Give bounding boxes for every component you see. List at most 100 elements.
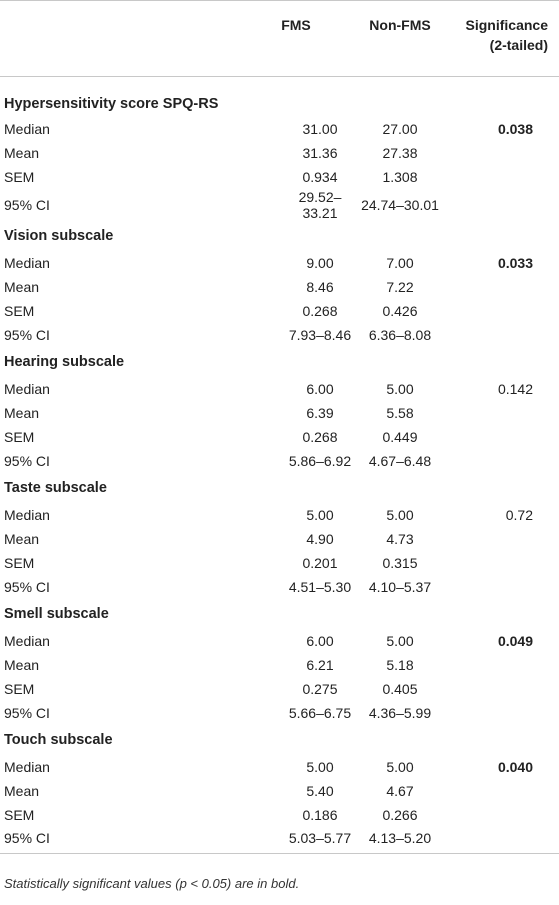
table-body: Hypersensitivity score SPQ-RS Median 31.00… bbox=[0, 77, 559, 854]
row-label: Mean bbox=[4, 278, 40, 295]
significance-value bbox=[446, 779, 559, 803]
fms-value: 0.268 bbox=[302, 428, 338, 445]
table-row: Mean 4.90 4.73 bbox=[0, 527, 559, 551]
row-label: Mean bbox=[4, 404, 40, 421]
table-row: 95% CI 5.66–6.75 4.36–5.99 bbox=[0, 701, 559, 725]
table-row: SEM 0.201 0.315 bbox=[0, 551, 559, 575]
non-fms-value: 7.00 bbox=[386, 254, 414, 271]
significance-value bbox=[446, 551, 559, 575]
section-header-row: Taste subscale bbox=[0, 473, 559, 503]
significance-value bbox=[446, 189, 559, 221]
non-fms-value: 7.22 bbox=[386, 278, 414, 295]
row-label: SEM bbox=[4, 806, 35, 823]
non-fms-value: 4.36–5.99 bbox=[368, 704, 432, 721]
table-row: 95% CI 29.52–33.21 24.74–30.01 bbox=[0, 189, 559, 221]
significance-value bbox=[446, 527, 559, 551]
table-row: Median 31.00 27.00 0.038 bbox=[0, 117, 559, 141]
row-label: Median bbox=[4, 120, 50, 137]
non-fms-value: 5.00 bbox=[386, 506, 414, 523]
row-label: SEM bbox=[4, 168, 35, 185]
table-row: SEM 0.186 0.266 bbox=[0, 803, 559, 827]
row-label: Mean bbox=[4, 782, 40, 799]
non-fms-value: 4.67 bbox=[386, 782, 414, 799]
table-row: Median 6.00 5.00 0.142 bbox=[0, 377, 559, 401]
fms-value: 0.186 bbox=[302, 806, 338, 823]
significance-value: 0.038 bbox=[497, 120, 533, 137]
non-fms-value: 4.67–6.48 bbox=[368, 452, 432, 469]
table-row: SEM 0.934 1.308 bbox=[0, 165, 559, 189]
non-fms-value: 0.315 bbox=[382, 554, 418, 571]
significance-value bbox=[446, 449, 559, 473]
significance-value bbox=[446, 401, 559, 425]
row-label: Mean bbox=[4, 656, 40, 673]
table-row: Mean 8.46 7.22 bbox=[0, 275, 559, 299]
significance-value bbox=[446, 425, 559, 449]
table-row: Median 5.00 5.00 0.72 bbox=[0, 503, 559, 527]
significance-value: 0.72 bbox=[505, 506, 533, 523]
non-fms-value: 0.426 bbox=[382, 302, 418, 319]
row-label: SEM bbox=[4, 680, 35, 697]
row-label: Mean bbox=[4, 530, 40, 547]
significance-value bbox=[446, 575, 559, 599]
non-fms-value: 27.38 bbox=[382, 144, 418, 161]
row-label: Median bbox=[4, 506, 50, 523]
fms-value: 6.00 bbox=[306, 632, 334, 649]
non-fms-value: 4.10–5.37 bbox=[368, 578, 432, 595]
non-fms-value: 0.405 bbox=[382, 680, 418, 697]
significance-value: 0.049 bbox=[497, 632, 533, 649]
fms-value: 5.00 bbox=[306, 758, 334, 775]
non-fms-value: 0.266 bbox=[382, 806, 418, 823]
fms-value: 5.03–5.77 bbox=[238, 826, 354, 854]
fms-value: 5.40 bbox=[306, 782, 334, 799]
fms-value: 5.66–6.75 bbox=[288, 704, 352, 721]
significance-value bbox=[446, 826, 559, 854]
row-label: 95% CI bbox=[4, 578, 50, 595]
row-label: SEM bbox=[4, 554, 35, 571]
fms-value: 29.52–33.21 bbox=[298, 188, 342, 221]
significance-value bbox=[446, 275, 559, 299]
row-label: 95% CI bbox=[4, 704, 50, 721]
row-label: Median bbox=[4, 254, 50, 271]
significance-value: 0.142 bbox=[497, 380, 533, 397]
section-title: Hearing subscale bbox=[4, 353, 125, 370]
row-label: 95% CI bbox=[4, 196, 50, 213]
table-row: 95% CI 4.51–5.30 4.10–5.37 bbox=[0, 575, 559, 599]
fms-value: 0.275 bbox=[302, 680, 338, 697]
fms-value: 31.36 bbox=[302, 144, 338, 161]
non-fms-value: 5.00 bbox=[386, 632, 414, 649]
row-label: Median bbox=[4, 380, 50, 397]
header-significance: Significance (2-tailed) bbox=[446, 0, 559, 77]
non-fms-value: 5.18 bbox=[386, 656, 414, 673]
non-fms-value: 6.36–8.08 bbox=[368, 326, 432, 343]
fms-value: 6.21 bbox=[306, 656, 334, 673]
table-row: 95% CI 5.86–6.92 4.67–6.48 bbox=[0, 449, 559, 473]
header-label bbox=[0, 0, 238, 77]
section-title: Smell subscale bbox=[4, 605, 109, 622]
non-fms-value: 0.449 bbox=[382, 428, 418, 445]
row-label: SEM bbox=[4, 428, 35, 445]
section-title: Taste subscale bbox=[4, 479, 107, 496]
non-fms-value: 5.00 bbox=[386, 758, 414, 775]
non-fms-value: 4.73 bbox=[386, 530, 414, 547]
non-fms-value: 24.74–30.01 bbox=[361, 196, 439, 213]
significance-value: 0.033 bbox=[497, 254, 533, 271]
non-fms-value: 27.00 bbox=[382, 120, 418, 137]
section-header-row: Hearing subscale bbox=[0, 347, 559, 377]
header-non-fms: Non-FMS bbox=[354, 0, 446, 77]
fms-value: 6.00 bbox=[306, 380, 334, 397]
fms-value: 4.90 bbox=[306, 530, 334, 547]
fms-value: 5.00 bbox=[306, 506, 334, 523]
table-row: Mean 6.39 5.58 bbox=[0, 401, 559, 425]
results-table-container: FMS Non-FMS Significance (2-tailed) Hype… bbox=[0, 0, 559, 854]
significance-value: 0.040 bbox=[497, 758, 533, 775]
table-row: SEM 0.268 0.449 bbox=[0, 425, 559, 449]
section-header-row: Smell subscale bbox=[0, 599, 559, 629]
table-row: 95% CI 7.93–8.46 6.36–8.08 bbox=[0, 323, 559, 347]
fms-value: 5.86–6.92 bbox=[288, 452, 352, 469]
non-fms-value: 5.00 bbox=[386, 380, 414, 397]
table-row: Median 6.00 5.00 0.049 bbox=[0, 629, 559, 653]
significance-value bbox=[446, 653, 559, 677]
non-fms-value: 1.308 bbox=[382, 168, 418, 185]
fms-value: 0.268 bbox=[302, 302, 338, 319]
table-row: Median 5.00 5.00 0.040 bbox=[0, 755, 559, 779]
